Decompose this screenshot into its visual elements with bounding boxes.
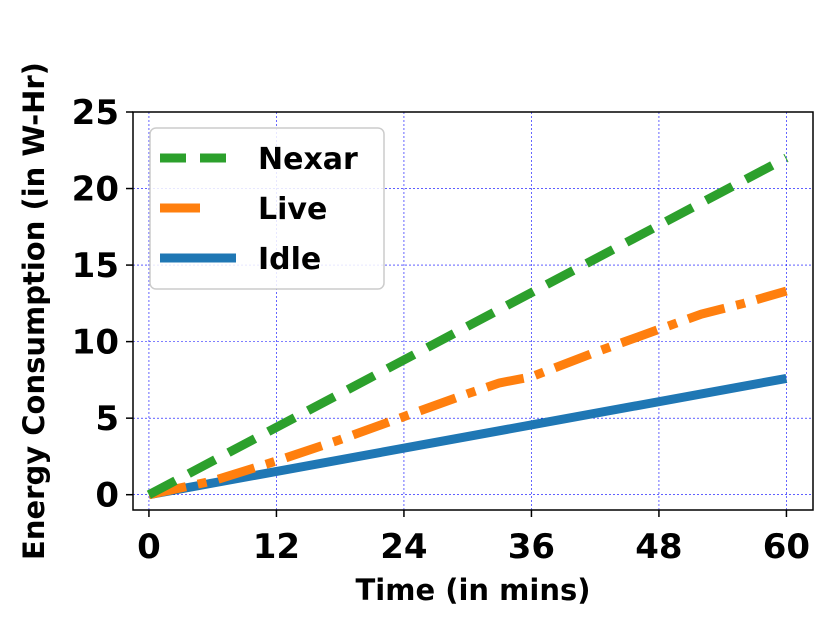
x-tick-label: 24 xyxy=(380,527,427,567)
y-tick-label: 5 xyxy=(95,399,119,439)
y-tick-label: 10 xyxy=(72,323,119,363)
series-line-live xyxy=(147,286,788,500)
series-line-nexar xyxy=(146,153,789,499)
x-axis-label: Time (in mins) xyxy=(356,573,591,607)
legend-label-idle: Idle xyxy=(258,242,321,277)
plot-frame xyxy=(132,111,814,511)
y-axis-label: Energy Consumption (in W-Hr) xyxy=(17,62,51,560)
x-tick-label: 48 xyxy=(635,527,682,567)
x-tick-label: 0 xyxy=(137,527,161,567)
axis-ticks: 0 12 24 36 48 60 0 5 10 15 20 25 xyxy=(72,93,810,567)
legend: Nexar Live Idle xyxy=(149,127,385,290)
series-lines xyxy=(146,153,789,500)
legend-label-nexar: Nexar xyxy=(258,142,358,177)
x-tick-label: 12 xyxy=(253,527,300,567)
legend-label-live: Live xyxy=(258,192,327,227)
y-tick-label: 0 xyxy=(95,476,119,516)
x-tick-label: 36 xyxy=(508,527,555,567)
series-line-idle xyxy=(148,373,788,500)
y-tick-label: 15 xyxy=(72,246,119,286)
x-tick-label: 60 xyxy=(763,527,810,567)
y-tick-label: 20 xyxy=(72,170,119,210)
legend-box xyxy=(149,127,385,290)
y-tick-label: 25 xyxy=(72,93,119,133)
